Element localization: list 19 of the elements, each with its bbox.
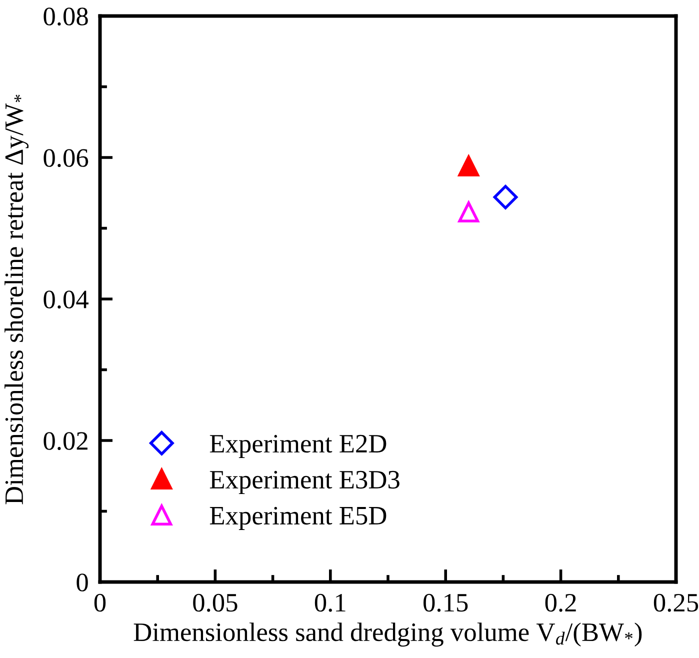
x-axis-title: Dimensionless sand dredging volume V$_{d}$/(BW$_{*}$)	[134, 622, 642, 647]
x-tick-label: 0.1	[314, 594, 346, 612]
x-tick-label: 0.15	[424, 594, 468, 612]
point	[458, 156, 480, 176]
x-tick-label: 0.05	[193, 594, 238, 612]
legend-label: Experiment E2D	[210, 434, 386, 458]
x-tick-label: 0.25	[654, 594, 698, 612]
point	[458, 202, 480, 222]
legend-label: Experiment E5D	[210, 506, 386, 530]
y-tick-label: 0.06	[44, 149, 88, 168]
x-tick-label: 0.2	[545, 594, 576, 612]
y-tick-label: 0.02	[44, 432, 88, 450]
x-tick-label: 0	[94, 594, 106, 612]
point	[493, 184, 518, 210]
y-tick-label: 0.08	[44, 8, 88, 26]
y-axis-title: Dimensionless shoreline retreat Δy/W$_{*}$	[4, 94, 29, 504]
legend-label: Experiment E3D3	[210, 470, 400, 494]
y-tick-label: 0	[76, 574, 88, 592]
y-tick-label: 0.04	[44, 290, 88, 309]
